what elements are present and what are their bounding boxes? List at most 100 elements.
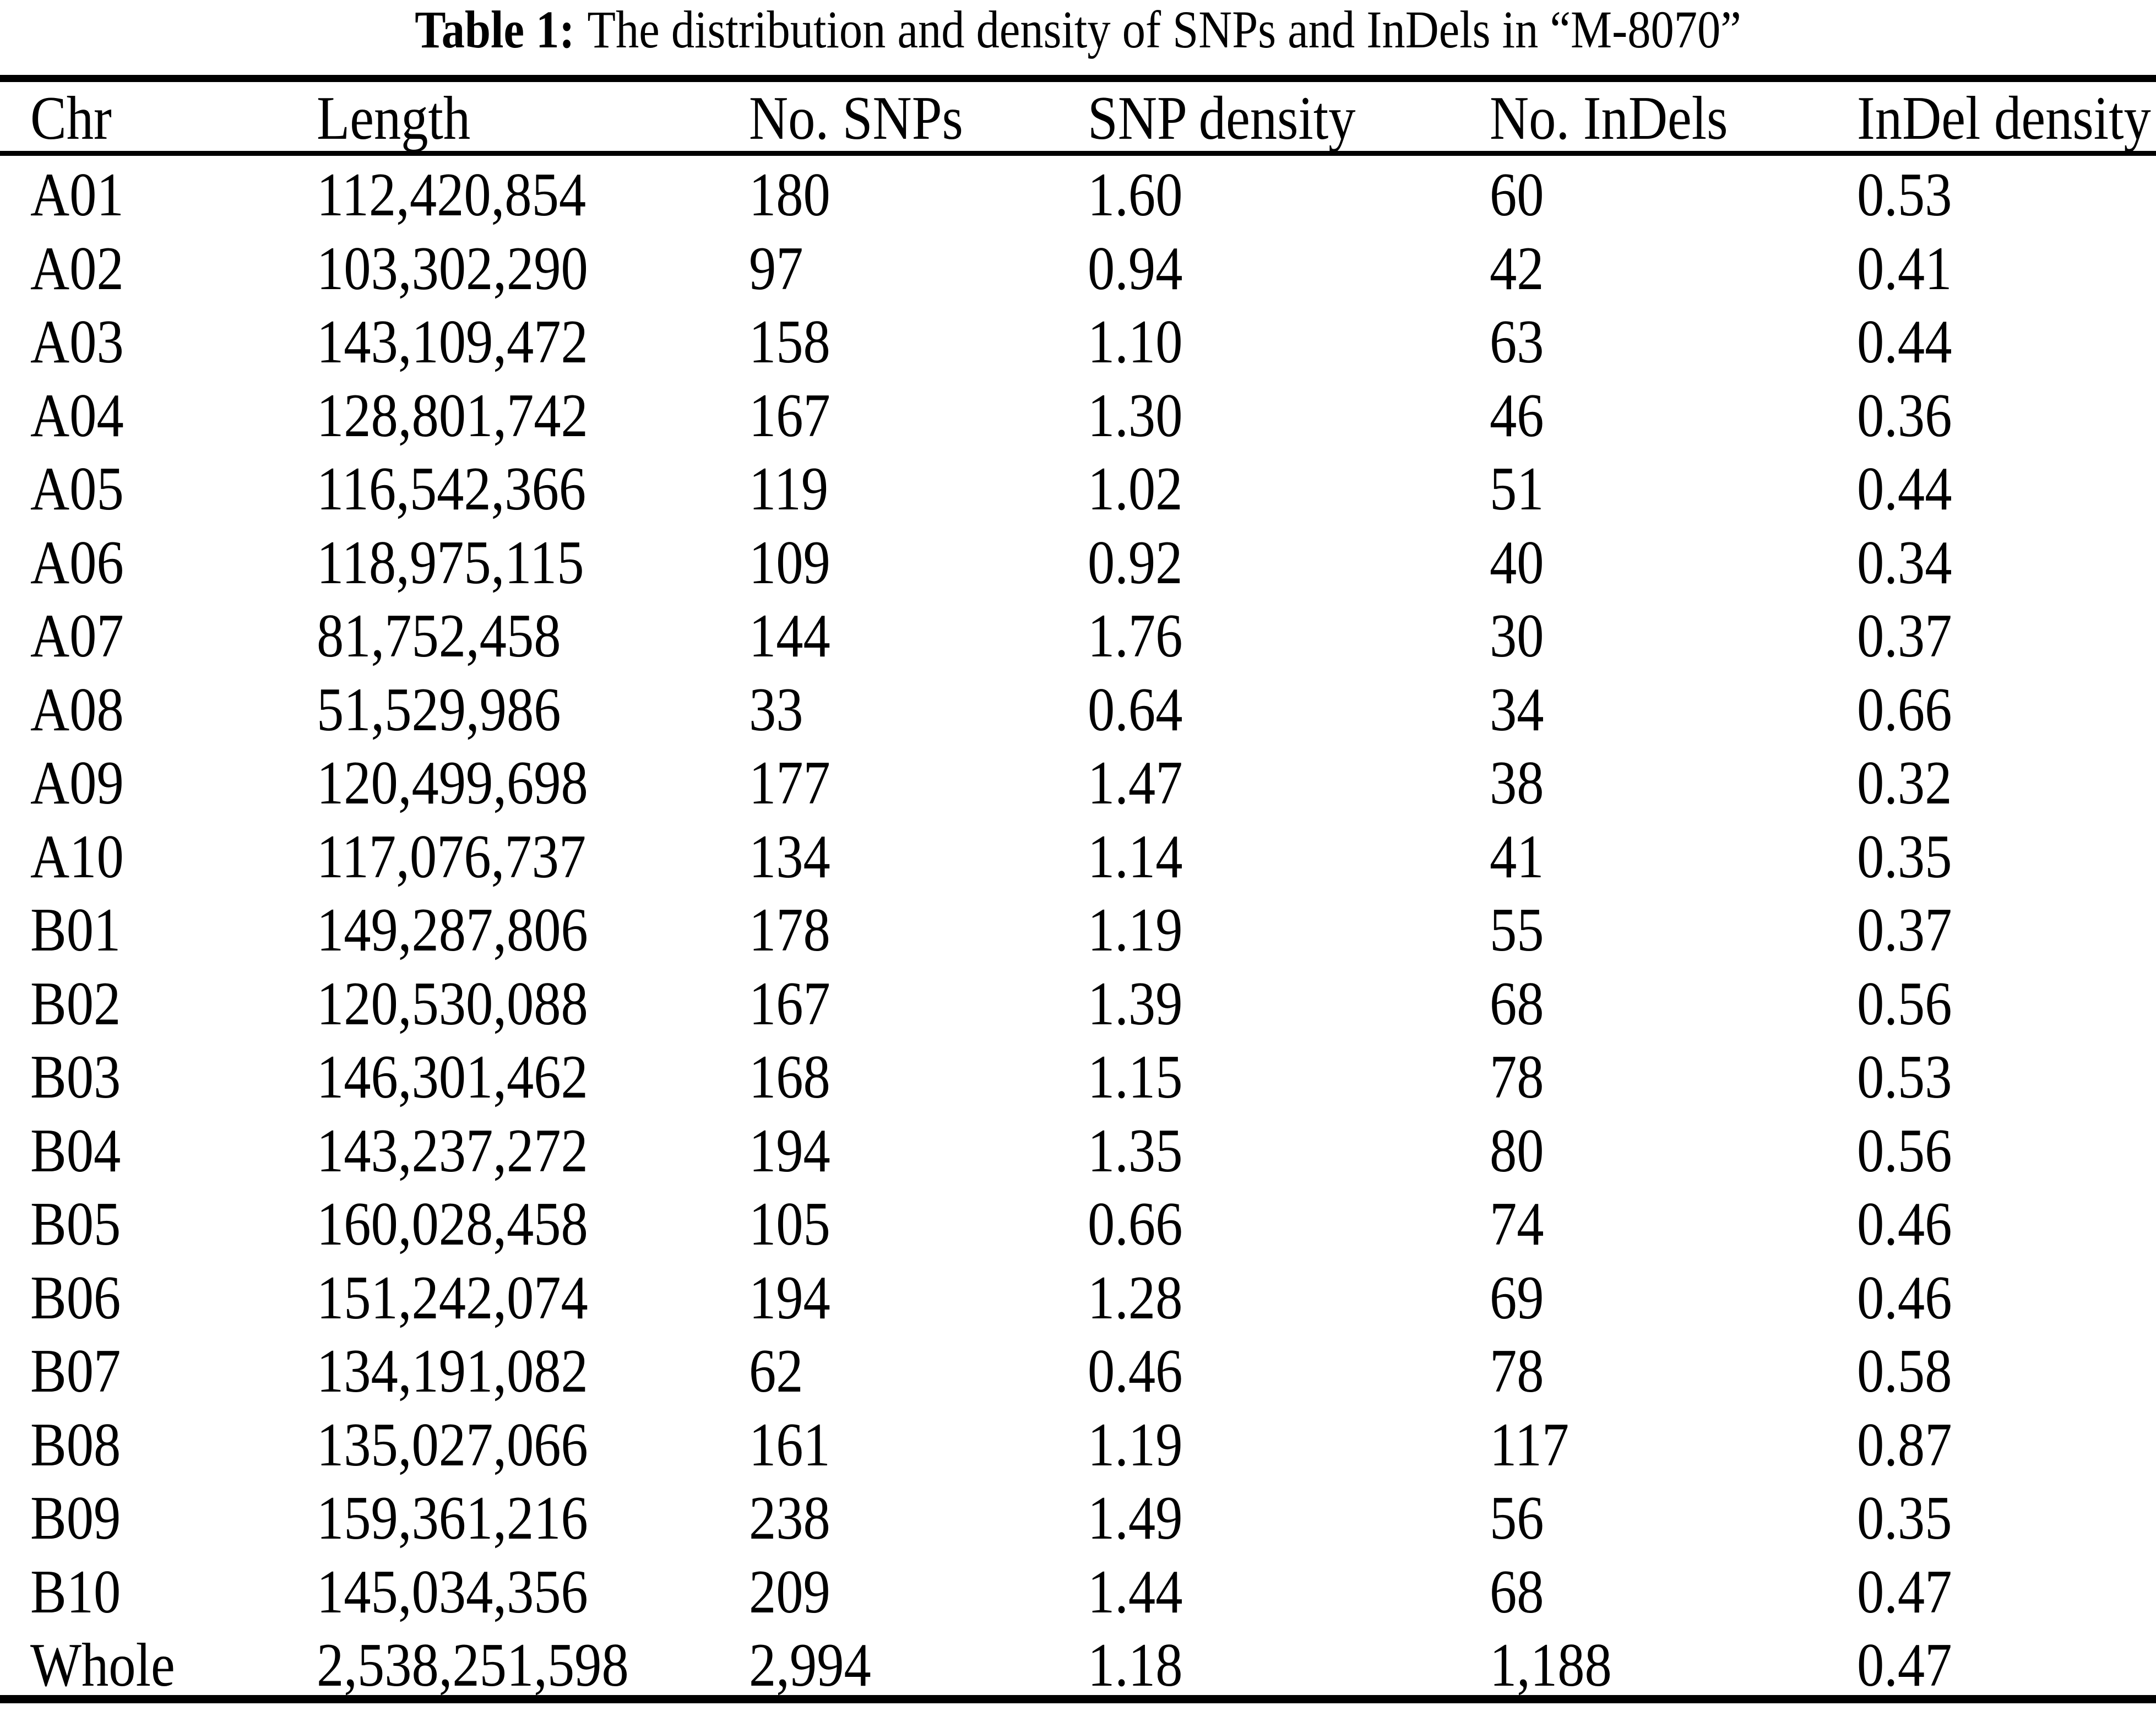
cell-value: 117: [1490, 1410, 1570, 1479]
cell-value: 68: [1490, 1557, 1544, 1626]
column-header-indel-density: InDel density: [1857, 82, 2156, 155]
cell-no-snps: 109: [749, 526, 841, 600]
cell-value: B10: [30, 1557, 121, 1626]
cell-no-snps: 177: [749, 746, 841, 820]
cell-value: 145,034,356: [317, 1557, 588, 1626]
table-row-a06: A06 118,975,115 109 0.92 40 0.34: [0, 526, 2156, 600]
cell-value: 118,975,115: [317, 528, 584, 597]
cell-indel-density: 0.44: [1857, 452, 1965, 526]
table-row-b05: B05 160,028,458 105 0.66 74 0.46: [0, 1187, 2156, 1261]
cell-value: 0.66: [1857, 675, 1952, 744]
cell-value: 0.41: [1857, 234, 1952, 303]
cell-length: 143,237,272: [317, 1114, 625, 1188]
cell-no-indels: 55: [1490, 893, 1551, 967]
cell-value: 0.56: [1857, 969, 1952, 1038]
cell-value: 0.92: [1088, 528, 1183, 597]
cell-no-snps: 97: [749, 232, 811, 306]
cell-snp-density: 1.35: [1088, 1114, 1196, 1188]
cell-value: 1.39: [1088, 969, 1183, 1038]
column-header-label: Chr: [30, 84, 112, 153]
cell-no-snps: 194: [749, 1114, 841, 1188]
cell-no-snps: 161: [749, 1408, 841, 1482]
cell-indel-density: 0.87: [1857, 1408, 1965, 1482]
header-row: Chr Length No. SNPs SNP density No. InDels In…: [0, 82, 2156, 155]
cell-value: 40: [1490, 528, 1544, 597]
cell-value: 0.94: [1088, 234, 1183, 303]
cell-value: 0.64: [1088, 675, 1183, 744]
cell-value: 0.32: [1857, 749, 1952, 817]
cell-value: B05: [30, 1190, 121, 1258]
cell-snp-density: 1.47: [1088, 746, 1196, 820]
cell-snp-density: 0.92: [1088, 526, 1196, 600]
cell-value: 135,027,066: [317, 1410, 588, 1479]
table-row-b07: B07 134,191,082 62 0.46 78 0.58: [0, 1334, 2156, 1408]
cell-value: 68: [1490, 969, 1544, 1038]
cell-chr: B06: [30, 1261, 133, 1335]
cell-value: 62: [749, 1337, 803, 1405]
cell-value: 1.49: [1088, 1484, 1183, 1552]
cell-no-snps: 2,994: [749, 1628, 888, 1702]
cell-length: 116,542,366: [317, 452, 623, 526]
table-row-a05: A05 116,542,366 119 1.02 51 0.44: [0, 452, 2156, 526]
cell-value: 46: [1490, 381, 1544, 450]
cell-value: 1.10: [1088, 308, 1183, 376]
cell-length: 51,529,986: [317, 673, 594, 747]
cell-value: 63: [1490, 308, 1544, 376]
cell-indel-density: 0.46: [1857, 1261, 1965, 1335]
cell-chr: Whole: [30, 1628, 195, 1702]
cell-length: 112,420,854: [317, 158, 623, 232]
column-header-label: InDel density: [1857, 84, 2151, 153]
cell-value: 0.44: [1857, 455, 1952, 523]
cell-value: 144: [749, 602, 830, 670]
cell-value: 2,994: [749, 1631, 871, 1699]
cell-indel-density: 0.37: [1857, 893, 1965, 967]
cell-value: 0.47: [1857, 1557, 1952, 1626]
cell-chr: A01: [30, 158, 137, 232]
cell-value: 149,287,806: [317, 896, 588, 964]
cell-length: 103,302,290: [317, 232, 625, 306]
cell-length: 117,076,737: [317, 820, 623, 894]
table-row-b03: B03 146,301,462 168 1.15 78 0.53: [0, 1040, 2156, 1114]
cell-value: 0.34: [1857, 528, 1952, 597]
table-title-text: The distribution and density of SNPs and…: [587, 0, 1741, 59]
cell-value: 1.28: [1088, 1263, 1183, 1332]
cell-no-indels: 38: [1490, 746, 1551, 820]
cell-length: 146,301,462: [317, 1040, 625, 1114]
cell-value: 33: [749, 675, 803, 744]
cell-value: A08: [30, 675, 124, 744]
cell-value: B07: [30, 1337, 121, 1405]
cell-value: Whole: [30, 1631, 175, 1699]
cell-no-snps: 105: [749, 1187, 841, 1261]
cell-snp-density: 1.28: [1088, 1261, 1196, 1335]
column-header-no-snps: No. SNPs: [749, 82, 992, 155]
cell-value: 55: [1490, 896, 1544, 964]
cell-length: 134,191,082: [317, 1334, 625, 1408]
cell-value: 1.44: [1088, 1557, 1183, 1626]
table-row-b04: B04 143,237,272 194 1.35 80 0.56: [0, 1114, 2156, 1188]
cell-value: A01: [30, 161, 124, 229]
cell-no-indels: 78: [1490, 1040, 1551, 1114]
cell-value: 194: [749, 1116, 830, 1185]
cell-value: 1.30: [1088, 381, 1183, 450]
cell-no-indels: 80: [1490, 1114, 1551, 1188]
cell-value: 0.35: [1857, 822, 1952, 891]
cell-chr: A09: [30, 746, 137, 820]
cell-value: 80: [1490, 1116, 1544, 1185]
cell-no-indels: 117: [1490, 1408, 1580, 1482]
cell-no-snps: 180: [749, 158, 841, 232]
column-header-snp-density: SNP density: [1088, 82, 1392, 155]
cell-value: 0.46: [1088, 1337, 1183, 1405]
cell-value: A10: [30, 822, 124, 891]
cell-value: 1.19: [1088, 896, 1183, 964]
cell-no-indels: 69: [1490, 1261, 1551, 1335]
table-row-b08: B08 135,027,066 161 1.19 117 0.87: [0, 1408, 2156, 1482]
table-row-a09: A09 120,499,698 177 1.47 38 0.32: [0, 746, 2156, 820]
cell-value: 105: [749, 1190, 830, 1258]
cell-indel-density: 0.58: [1857, 1334, 1965, 1408]
cell-value: 151,242,074: [317, 1263, 588, 1332]
cell-indel-density: 0.46: [1857, 1187, 1965, 1261]
cell-value: 1.18: [1088, 1631, 1183, 1699]
cell-indel-density: 0.47: [1857, 1628, 1965, 1702]
column-header-length: Length: [317, 82, 491, 155]
cell-chr: A08: [30, 673, 137, 747]
